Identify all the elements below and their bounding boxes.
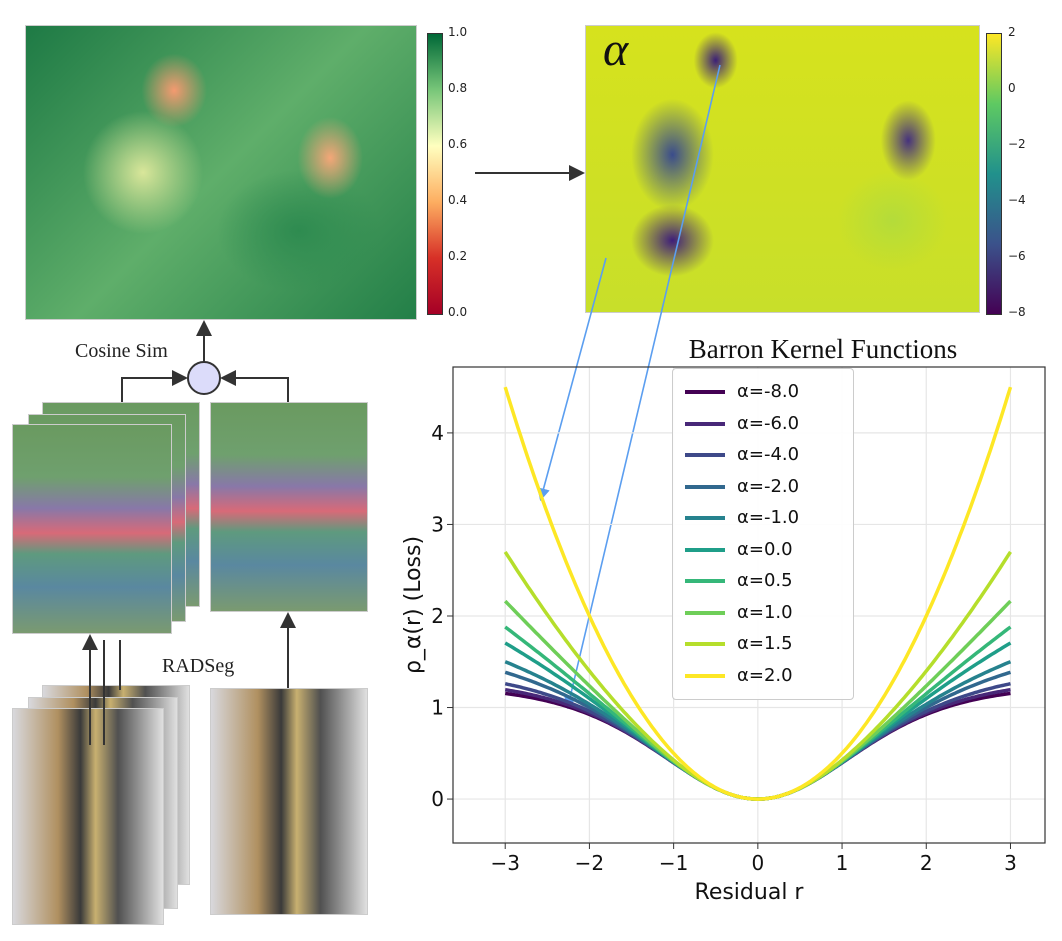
y-tick-label: 0 bbox=[431, 787, 444, 811]
x-tick-label: −2 bbox=[575, 851, 604, 875]
colorbar-tick: 0.0 bbox=[448, 305, 468, 319]
legend-label: α=-6.0 bbox=[737, 412, 800, 434]
y-tick-label: 3 bbox=[431, 512, 444, 536]
legend-swatch bbox=[685, 453, 725, 457]
arrow-alpha-high bbox=[537, 257, 607, 502]
y-axis-label: ρ_α(r) (Loss) bbox=[401, 535, 426, 675]
legend-item: α=1.5 bbox=[685, 633, 793, 655]
colorbar-tick: −6 bbox=[1008, 249, 1026, 263]
legend-item: α=-4.0 bbox=[685, 444, 799, 466]
y-tick-label: 4 bbox=[431, 421, 444, 445]
legend-item: α=-8.0 bbox=[685, 381, 799, 403]
colorbar-tick: 1.0 bbox=[448, 25, 468, 39]
legend-swatch bbox=[685, 390, 725, 394]
legend-swatch bbox=[685, 642, 725, 646]
colorbar-tick: −8 bbox=[1008, 305, 1026, 319]
legend-label: α=-1.0 bbox=[737, 507, 800, 528]
legend-label: α=-4.0 bbox=[737, 444, 800, 465]
colorbar-tick: 0.8 bbox=[448, 81, 468, 95]
colorbar-tick: 0.6 bbox=[448, 137, 468, 151]
alpha-colorbar bbox=[986, 33, 1002, 315]
legend-item: α=0.0 bbox=[685, 539, 793, 561]
colorbar-tick: 2 bbox=[1008, 25, 1016, 39]
photo-front bbox=[12, 708, 164, 925]
similarity-heatmap bbox=[25, 25, 417, 320]
colorbar-tick: −2 bbox=[1008, 137, 1026, 151]
x-tick-label: −3 bbox=[490, 851, 519, 875]
similarity-colorbar bbox=[427, 33, 443, 315]
cosine-sim-label: Cosine Sim bbox=[75, 340, 168, 362]
x-tick-label: 2 bbox=[920, 851, 933, 875]
legend-label: α=2.0 bbox=[737, 664, 793, 686]
arrow-reference-to-sim bbox=[220, 370, 289, 402]
colorbar-tick: 0 bbox=[1008, 81, 1016, 95]
x-tick-label: 0 bbox=[751, 851, 764, 875]
legend-label: α=0.5 bbox=[737, 570, 793, 591]
legend-swatch bbox=[685, 673, 725, 678]
plot-frame bbox=[452, 366, 1046, 844]
legend-item: α=0.5 bbox=[685, 570, 793, 592]
arrow-alpha-low bbox=[563, 64, 721, 710]
y-tick-label: 1 bbox=[431, 696, 444, 720]
alpha-symbol: α bbox=[603, 23, 629, 76]
legend-swatch bbox=[685, 516, 725, 520]
y-tick-label: 2 bbox=[431, 604, 444, 628]
legend-label: α=-2.0 bbox=[737, 475, 800, 497]
arrow-features-to-sim bbox=[121, 370, 188, 402]
legend-swatch bbox=[685, 610, 725, 615]
legend-item: α=-2.0 bbox=[685, 476, 799, 498]
x-axis-label: Residual r bbox=[694, 880, 804, 905]
photo-reference bbox=[210, 688, 368, 915]
radseg-label: RADSeg bbox=[162, 655, 235, 677]
legend-item: α=2.0 bbox=[685, 665, 793, 687]
colorbar-tick: 0.2 bbox=[448, 249, 468, 263]
legend-swatch bbox=[685, 484, 725, 489]
x-tick-label: 1 bbox=[836, 851, 849, 875]
feature-map-reference bbox=[210, 402, 368, 612]
x-tick-label: −1 bbox=[659, 851, 688, 875]
x-tick-label: 3 bbox=[1004, 851, 1017, 875]
legend-label: α=-8.0 bbox=[737, 381, 800, 402]
legend-label: α=0.0 bbox=[737, 538, 793, 560]
colorbar-tick: 0.4 bbox=[448, 193, 468, 207]
colorbar-tick: −4 bbox=[1008, 193, 1026, 207]
legend-swatch bbox=[685, 547, 725, 552]
legend-item: α=1.0 bbox=[685, 602, 793, 624]
chart-title: Barron Kernel Functions bbox=[688, 334, 958, 364]
legend-item: α=-1.0 bbox=[685, 507, 799, 529]
alpha-map bbox=[585, 25, 980, 313]
legend-swatch bbox=[685, 421, 725, 426]
legend: α=-8.0 α=-6.0 α=-4.0 α=-2.0 α=-1.0 α=0.0 α=0.5… bbox=[672, 368, 854, 700]
series-line bbox=[503, 386, 1013, 801]
cosine-sim-node bbox=[187, 361, 221, 395]
legend-swatch bbox=[685, 579, 725, 583]
legend-item: α=-6.0 bbox=[685, 413, 799, 435]
legend-label: α=1.5 bbox=[737, 633, 793, 654]
feature-map-front bbox=[12, 424, 172, 634]
legend-label: α=1.0 bbox=[737, 601, 793, 623]
